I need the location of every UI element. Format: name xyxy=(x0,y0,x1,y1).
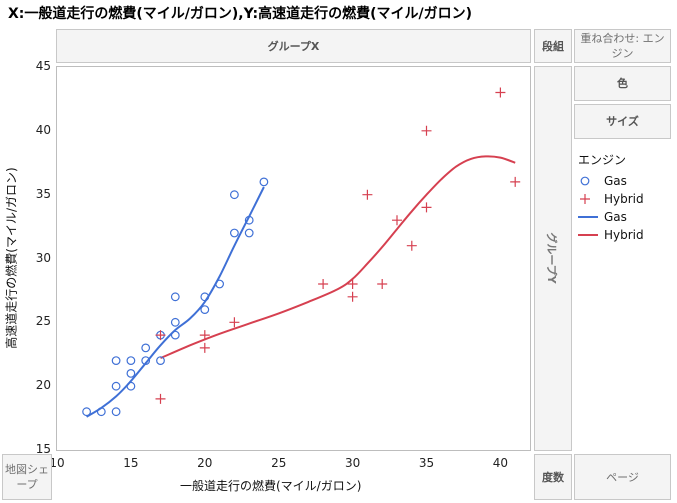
smoother-line-gas xyxy=(86,186,265,418)
data-point-hybrid[interactable] xyxy=(421,125,432,136)
data-point-hybrid[interactable] xyxy=(495,87,506,98)
color-zone[interactable]: 色 xyxy=(574,66,671,101)
group-y-zone[interactable] xyxy=(534,66,572,451)
data-point-gas[interactable] xyxy=(82,407,92,417)
y-axis-label: 高速道走行の燃費(マイル/ガロン) xyxy=(4,167,19,349)
legend-label: Hybrid xyxy=(604,228,644,242)
data-point-gas[interactable] xyxy=(215,279,225,289)
legend-item[interactable]: Hybrid xyxy=(578,226,644,244)
data-point-gas[interactable] xyxy=(111,407,121,417)
data-point-hybrid[interactable] xyxy=(421,202,432,213)
map-shape-zone[interactable]: 地図シェープ xyxy=(2,454,52,500)
smoother-line-hybrid xyxy=(160,155,516,360)
data-point-hybrid[interactable] xyxy=(510,176,521,187)
legend-title: エンジン xyxy=(578,153,627,167)
data-point-gas[interactable] xyxy=(200,305,210,315)
y-tick-label: 45 xyxy=(35,59,51,73)
wrap-label: 段組 xyxy=(542,39,564,53)
data-point-gas[interactable] xyxy=(156,356,165,366)
x-tick-label: 10 xyxy=(49,456,65,470)
legend-item[interactable]: Gas xyxy=(578,172,644,190)
y-tick-label: 30 xyxy=(35,250,51,265)
data-point-gas[interactable] xyxy=(170,292,180,302)
data-point-gas[interactable] xyxy=(170,330,180,340)
x-tick-label: 30 xyxy=(344,456,361,470)
data-point-gas[interactable] xyxy=(229,190,239,200)
overlay-zone[interactable]: 重ね合わせ: エンジン xyxy=(574,29,671,63)
data-point-gas[interactable] xyxy=(111,381,121,391)
data-point-hybrid[interactable] xyxy=(318,279,329,289)
data-point-gas[interactable] xyxy=(141,343,151,353)
size-zone[interactable]: サイズ xyxy=(574,104,671,139)
page-label: ページ xyxy=(606,470,639,484)
data-point-gas[interactable] xyxy=(141,356,151,366)
x-tick-label: 15 xyxy=(123,456,139,470)
data-point-hybrid[interactable] xyxy=(362,189,373,200)
data-point-gas[interactable] xyxy=(200,292,210,302)
legend-item[interactable]: Hybrid xyxy=(578,190,644,208)
legend-label: Hybrid xyxy=(604,192,644,206)
data-point-gas[interactable] xyxy=(126,369,136,378)
size-label: サイズ xyxy=(606,115,639,128)
data-point-hybrid[interactable] xyxy=(199,330,210,341)
scatter-plot xyxy=(82,87,521,418)
data-point-hybrid[interactable] xyxy=(347,291,358,302)
x-tick-label: 40 xyxy=(492,456,509,470)
data-point-gas[interactable] xyxy=(259,177,269,187)
line-marker-icon xyxy=(578,216,598,218)
y-tick-label: 20 xyxy=(35,378,51,393)
data-point-hybrid[interactable] xyxy=(392,215,402,226)
data-point-gas[interactable] xyxy=(244,228,254,238)
data-point-gas[interactable] xyxy=(96,407,106,417)
data-point-gas[interactable] xyxy=(229,228,239,238)
y-tick-label: 15 xyxy=(35,442,51,456)
plot-area[interactable] xyxy=(56,66,531,451)
legend-label: Gas xyxy=(604,210,627,224)
x-tick-label: 35 xyxy=(418,456,435,470)
y-tick-label: 25 xyxy=(35,314,51,329)
y-tick-label: 40 xyxy=(35,122,51,137)
data-point-hybrid[interactable] xyxy=(155,393,166,404)
data-point-hybrid[interactable] xyxy=(155,330,166,341)
data-point-gas[interactable] xyxy=(170,317,180,327)
chart-title: X:一般道走行の燃費(マイル/ガロン),Y:高速道走行の燃費(マイル/ガロン) xyxy=(8,6,473,22)
data-point-gas[interactable] xyxy=(126,356,136,366)
data-point-gas[interactable] xyxy=(126,381,136,391)
page-zone[interactable]: ページ xyxy=(574,454,671,500)
legend-label: Gas xyxy=(604,174,627,188)
y-tick-label: 35 xyxy=(35,186,51,201)
x-axis-label: 一般道走行の燃費(マイル/ガロン) xyxy=(180,479,362,493)
data-point-hybrid[interactable] xyxy=(347,279,358,289)
legend: エンジン Gas Hybrid Gas Hybrid xyxy=(578,151,644,244)
line-marker-icon xyxy=(578,234,598,236)
map-shape-label: 地図シェープ xyxy=(5,463,49,491)
wrap-zone[interactable]: 段組 xyxy=(534,29,572,63)
data-point-hybrid[interactable] xyxy=(377,279,388,289)
data-point-hybrid[interactable] xyxy=(229,317,240,328)
x-tick-label: 20 xyxy=(197,456,213,470)
freq-label: 度数 xyxy=(542,470,564,484)
group-x-label: グループX xyxy=(267,39,320,53)
x-tick-label: 25 xyxy=(271,456,287,470)
group-x-zone[interactable]: グループX xyxy=(56,29,531,63)
overlay-label: 重ね合わせ: エンジン xyxy=(580,32,665,60)
data-point-gas[interactable] xyxy=(111,356,121,366)
data-point-hybrid[interactable] xyxy=(406,240,417,251)
legend-item[interactable]: Gas xyxy=(578,208,644,226)
color-label: 色 xyxy=(617,77,628,90)
data-point-hybrid[interactable] xyxy=(199,342,210,353)
data-point-gas[interactable] xyxy=(244,215,254,225)
circle-marker-icon xyxy=(580,176,590,186)
plus-marker-icon xyxy=(580,194,590,204)
freq-zone[interactable]: 度数 xyxy=(534,454,572,500)
group-y-label: グループY xyxy=(545,232,558,284)
